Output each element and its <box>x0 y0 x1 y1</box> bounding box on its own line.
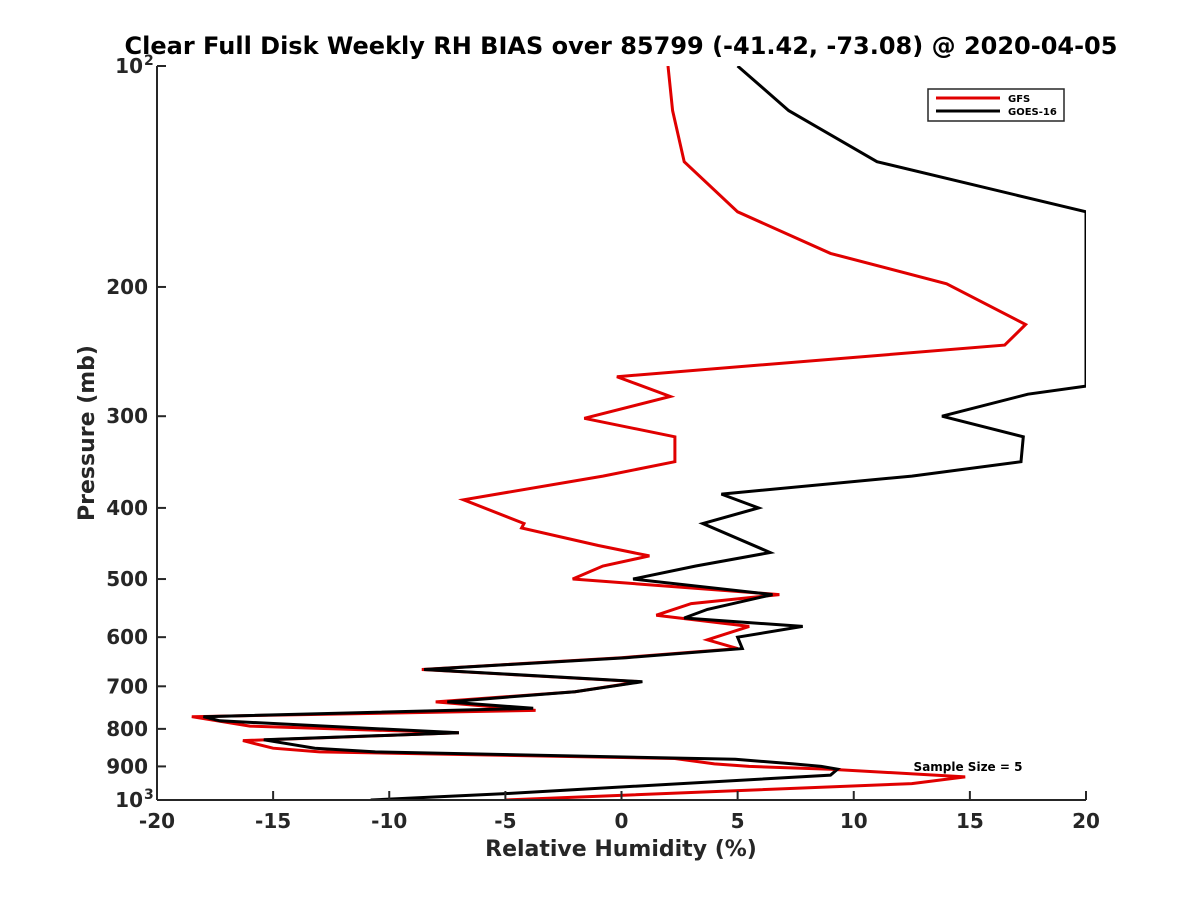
legend-label: GOES-16 <box>1008 107 1057 118</box>
x-tick-label: 5 <box>731 809 745 833</box>
plot-area <box>191 66 1086 800</box>
y-tick-exponent: 2 <box>144 53 154 69</box>
x-tick-label: 20 <box>1072 809 1100 833</box>
x-tick-label: -5 <box>494 809 516 833</box>
y-tick-label: 10 <box>115 788 143 812</box>
series-line-gfs <box>191 66 1029 800</box>
x-tick-label: 15 <box>956 809 984 833</box>
x-axis-label: Relative Humidity (%) <box>485 837 757 862</box>
x-tick-label: -10 <box>371 809 407 833</box>
x-tick-label: -15 <box>255 809 291 833</box>
y-tick-label: 10 <box>115 54 143 78</box>
y-tick-label: 700 <box>106 674 148 698</box>
y-axis-label: Pressure (mb) <box>75 345 100 521</box>
legend-box <box>927 88 1065 122</box>
y-tick-label: 800 <box>106 717 148 741</box>
legend-label: GFS <box>1008 94 1030 105</box>
series-line-goes-16 <box>203 66 1086 800</box>
y-tick-label: 200 <box>106 275 148 299</box>
y-tick-label: 300 <box>106 404 148 428</box>
y-tick-exponent: 3 <box>144 787 154 803</box>
series-lines <box>191 66 1086 800</box>
y-tick-label: 400 <box>106 496 148 520</box>
y-tick-label: 600 <box>106 625 148 649</box>
sample-size-annotation: Sample Size = 5 <box>914 760 1023 774</box>
legend: GFS GOES-16 <box>927 88 1065 122</box>
y-tick-label: 500 <box>106 567 148 591</box>
y-tick-label: 900 <box>106 754 148 778</box>
chart-title: Clear Full Disk Weekly RH BIAS over 8579… <box>125 32 1118 60</box>
x-tick-label: 0 <box>615 809 629 833</box>
x-tick-label: 10 <box>840 809 868 833</box>
x-tick-label: -20 <box>139 809 175 833</box>
